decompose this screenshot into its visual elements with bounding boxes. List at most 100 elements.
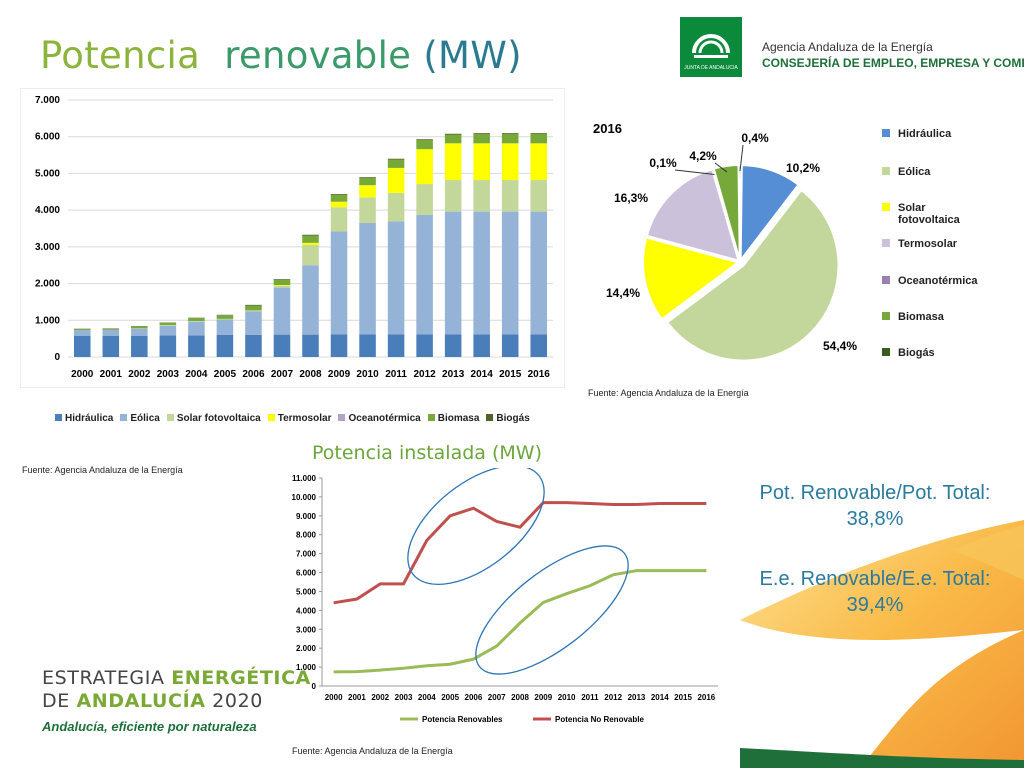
bar-y-tick: 6.000: [35, 132, 60, 143]
line-y-tick: 3.000: [296, 625, 317, 634]
bar-legend-swatch: [120, 414, 128, 421]
bar-segment: [273, 279, 291, 286]
bar-x-tick: 2006: [242, 369, 265, 380]
bar-x-tick: 2016: [528, 369, 551, 380]
logo-text: JUNTA DE ANDALUCIA: [684, 65, 738, 71]
bar-segment: [330, 207, 348, 232]
bar-segment: [473, 180, 490, 212]
line-chart: 0 1.000 2.000 3.000 4.000 5.000 6.000 7.000 8.00…: [292, 468, 718, 724]
bar-segment: [330, 334, 348, 357]
pie-legend-swatch: [882, 239, 890, 247]
line-x-tick: 2010: [558, 693, 576, 702]
bar-segment: [245, 305, 262, 311]
pie-data-label: 0,4%: [741, 131, 769, 145]
tagline: Andalucía, eficiente por naturaleza: [42, 719, 257, 734]
bar-segment: [501, 133, 519, 144]
line-x-tick: 2000: [325, 693, 343, 702]
bar-segment: [359, 185, 376, 198]
title-part2: renovable: [224, 34, 412, 77]
bar-legend-label: Termosolar: [277, 413, 332, 424]
energy-ratio-value: 39,4%: [846, 594, 904, 616]
pie-legend-label: Solar: [898, 202, 926, 214]
line-y-tick: 2.000: [296, 644, 317, 653]
bar-segment: [359, 197, 376, 223]
pie-slice: [642, 236, 741, 321]
line-x-tick: 2008: [511, 693, 529, 702]
bar-segment: [387, 334, 405, 357]
bar-segment: [330, 194, 348, 202]
bar-y-tick: 1.000: [35, 315, 60, 326]
line-x-tick: 2009: [534, 693, 552, 702]
bar-x-tick: 2009: [328, 369, 351, 380]
bar-segment: [273, 287, 291, 335]
pie-legend-swatch: [882, 348, 890, 356]
bar-x-tick: 2015: [499, 369, 522, 380]
bar-segment: [102, 329, 120, 336]
bar-y-tick: 4.000: [35, 205, 60, 216]
pie-legend-label: Termosolar: [898, 238, 958, 250]
pie-legend-item: Eólica: [882, 166, 930, 178]
line-y-tick: 4.000: [296, 606, 317, 615]
bar-x-tick: 2012: [413, 369, 436, 380]
bar-legend: Hidráulica Eólica Solar fotovoltaica Termos…: [55, 413, 537, 424]
pie-data-label: 10,2%: [786, 161, 820, 175]
bar-legend-item: Eólica: [120, 413, 160, 424]
bar-segment: [444, 133, 462, 135]
pie-data-label: 14,4%: [606, 286, 640, 300]
bar-segment: [216, 315, 234, 319]
bar-segment: [216, 334, 234, 357]
title-part1: Potencia: [40, 34, 201, 77]
bar-segment: [245, 334, 262, 357]
ministry-name: CONSEJERÍA DE EMPLEO, EMPRESA Y COMERCIO: [762, 56, 1024, 70]
line-legend-label: Potencia Renovables: [422, 715, 503, 724]
bar-x-tick: 2007: [271, 369, 294, 380]
strategy-word2: ENERGÉTICA: [171, 667, 311, 689]
line-y-tick: 1.000: [296, 663, 317, 672]
bar-segment: [302, 234, 319, 236]
bar-segment: [302, 265, 319, 335]
bar-legend-swatch: [338, 414, 346, 421]
bar-y-tick: 7.000: [35, 95, 60, 106]
bar-segment: [444, 334, 462, 357]
pie-legend-label: Eólica: [898, 166, 931, 178]
pie-chart: 2016 10,2% 54,4% 14,4% 16,3% 0,1% 4,2% 0,4%: [593, 121, 857, 362]
line-x-tick: 2002: [371, 693, 389, 702]
bar-segment: [473, 133, 490, 134]
bar-segment: [216, 318, 234, 320]
bar-y-tick: 0: [54, 352, 60, 363]
bar-segment: [416, 184, 433, 215]
bar-segment: [73, 335, 91, 357]
bar-segment: [416, 139, 433, 141]
bar-segment: [330, 201, 348, 208]
bar-x-tick: 2008: [299, 369, 322, 380]
bar-segment: [359, 177, 376, 178]
bar-segment: [444, 211, 462, 335]
line-y-tick: 0: [312, 682, 317, 691]
pie-slice: [665, 188, 840, 362]
line-x-tick: 2012: [604, 693, 622, 702]
bar-segment: [159, 325, 177, 336]
bar-segment: [188, 321, 205, 322]
bar-segment: [273, 279, 291, 280]
pie-legend-label: Biomasa: [898, 311, 944, 323]
power-ratio-value: 38,8%: [846, 508, 904, 530]
bar-segment: [159, 322, 177, 326]
bar-legend-label: Biogás: [496, 413, 530, 424]
pie-title: 2016: [593, 121, 622, 136]
bar-x-tick: 2003: [157, 369, 180, 380]
bar-legend-label: Eólica: [130, 413, 160, 424]
line-y-tick: 10.000: [292, 493, 317, 502]
power-ratio: Pot. Renovable/Pot. Total: 38,8%: [730, 480, 1020, 532]
pie-data-label: 54,4%: [823, 339, 857, 353]
bar-y-tick: 5.000: [35, 168, 60, 179]
line-x-tick: 2004: [418, 693, 436, 702]
bar-segment: [302, 245, 319, 266]
pie-legend-swatch: [882, 129, 890, 137]
bar-y-tick: 2.000: [35, 279, 60, 290]
line-y-tick: 9.000: [296, 512, 317, 521]
bar-segment: [330, 231, 348, 335]
bar-segment: [330, 193, 348, 195]
title-part3: (MW): [423, 34, 522, 77]
pie-source: Fuente: Agencia Andaluza de la Energía: [588, 388, 749, 398]
line-y-tick: 6.000: [296, 569, 317, 578]
